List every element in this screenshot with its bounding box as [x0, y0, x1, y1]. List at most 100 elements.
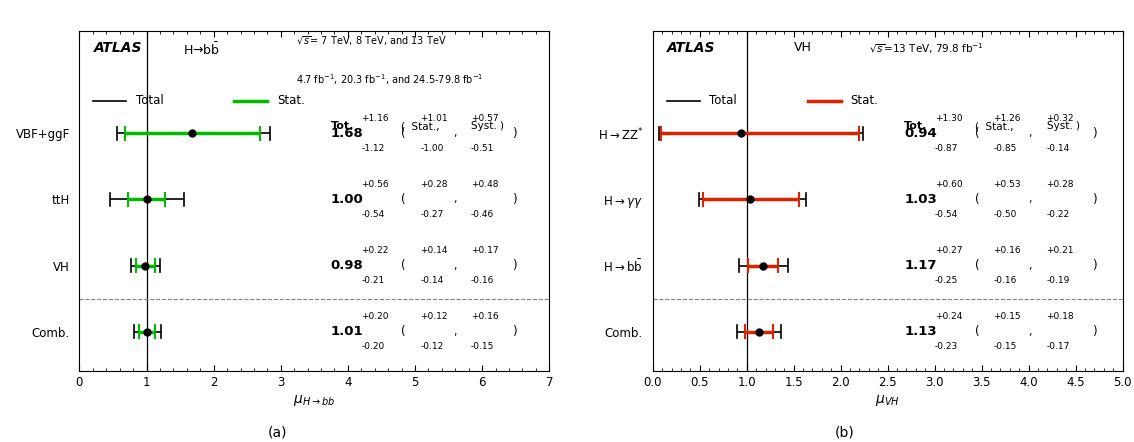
Text: ,: , — [1029, 260, 1032, 271]
Text: +1.16: +1.16 — [362, 114, 389, 122]
Text: -0.54: -0.54 — [934, 210, 958, 219]
Text: ): ) — [511, 325, 516, 338]
Text: -0.87: -0.87 — [934, 144, 958, 153]
X-axis label: $\mu_{VH}$: $\mu_{VH}$ — [875, 393, 900, 408]
X-axis label: $\mu_{H\rightarrow bb}$: $\mu_{H\rightarrow bb}$ — [294, 393, 336, 408]
Text: ,: , — [452, 327, 456, 337]
Text: +0.15: +0.15 — [993, 312, 1021, 321]
Text: +0.24: +0.24 — [934, 312, 962, 321]
Text: $\sqrt{s}$= 7 TeV, 8 TeV, and 13 TeV: $\sqrt{s}$= 7 TeV, 8 TeV, and 13 TeV — [296, 34, 447, 48]
Text: $\sqrt{s}$=13 TeV, 79.8 fb$^{-1}$: $\sqrt{s}$=13 TeV, 79.8 fb$^{-1}$ — [869, 41, 983, 56]
Text: (: ( — [401, 259, 406, 272]
Text: Tot.: Tot. — [904, 121, 928, 131]
Text: ,: , — [452, 194, 456, 205]
Text: 0.98: 0.98 — [331, 259, 364, 272]
Text: (: ( — [974, 325, 980, 338]
Text: -0.22: -0.22 — [1047, 210, 1069, 219]
Text: Syst. ): Syst. ) — [471, 121, 503, 131]
Text: VH: VH — [794, 41, 812, 54]
Text: +0.16: +0.16 — [471, 312, 499, 321]
Text: -0.16: -0.16 — [471, 276, 494, 286]
Text: +0.18: +0.18 — [1047, 312, 1074, 321]
Text: (b): (b) — [835, 426, 855, 440]
Text: -0.46: -0.46 — [471, 210, 494, 219]
Text: -1.12: -1.12 — [362, 144, 384, 153]
Text: (  Stat.,: ( Stat., — [401, 121, 440, 131]
Text: ATLAS: ATLAS — [93, 41, 142, 55]
Text: ): ) — [1092, 127, 1097, 140]
Text: +0.17: +0.17 — [471, 246, 499, 255]
Text: +0.32: +0.32 — [1047, 114, 1074, 122]
Text: +0.28: +0.28 — [1047, 179, 1074, 189]
Text: (: ( — [974, 127, 980, 140]
Text: (: ( — [401, 325, 406, 338]
Text: -0.14: -0.14 — [1047, 144, 1069, 153]
Text: -0.19: -0.19 — [1047, 276, 1069, 286]
Text: ATLAS: ATLAS — [667, 41, 716, 55]
Text: Stat.: Stat. — [850, 94, 878, 107]
Text: H→b$\bar{\mathrm{b}}$: H→b$\bar{\mathrm{b}}$ — [183, 41, 220, 57]
Text: ): ) — [511, 193, 516, 206]
Text: +0.53: +0.53 — [993, 179, 1021, 189]
Text: -0.14: -0.14 — [420, 276, 443, 286]
Text: Stat.: Stat. — [277, 94, 305, 107]
Text: -0.51: -0.51 — [471, 144, 494, 153]
Text: +1.30: +1.30 — [934, 114, 963, 122]
Text: 0.94: 0.94 — [904, 127, 937, 140]
Text: +1.26: +1.26 — [993, 114, 1021, 122]
Text: ): ) — [511, 127, 516, 140]
Text: -0.12: -0.12 — [420, 343, 443, 351]
Text: -0.25: -0.25 — [934, 276, 958, 286]
Text: ): ) — [511, 259, 516, 272]
Text: -0.16: -0.16 — [993, 276, 1017, 286]
Text: +0.60: +0.60 — [934, 179, 963, 189]
Text: +0.16: +0.16 — [993, 246, 1021, 255]
Text: +0.56: +0.56 — [362, 179, 389, 189]
Text: (: ( — [974, 259, 980, 272]
Text: 1.03: 1.03 — [904, 193, 937, 206]
Text: Syst. ): Syst. ) — [1047, 121, 1080, 131]
Text: ,: , — [452, 128, 456, 138]
Text: Total: Total — [709, 94, 737, 107]
Text: -0.15: -0.15 — [471, 343, 494, 351]
Text: Total: Total — [136, 94, 163, 107]
Text: ,: , — [1029, 128, 1032, 138]
Text: Tot.: Tot. — [331, 121, 354, 131]
Text: ,: , — [452, 260, 456, 271]
Text: +0.12: +0.12 — [420, 312, 448, 321]
Text: 1.00: 1.00 — [331, 193, 364, 206]
Text: (: ( — [401, 193, 406, 206]
Text: -0.15: -0.15 — [993, 343, 1017, 351]
Text: (: ( — [974, 193, 980, 206]
Text: -0.20: -0.20 — [362, 343, 384, 351]
Text: -0.27: -0.27 — [420, 210, 443, 219]
Text: +0.21: +0.21 — [1047, 246, 1074, 255]
Text: ): ) — [1092, 193, 1097, 206]
Text: (: ( — [401, 127, 406, 140]
Text: 4.7 fb$^{-1}$, 20.3 fb$^{-1}$, and 24.5-79.8 fb$^{-1}$: 4.7 fb$^{-1}$, 20.3 fb$^{-1}$, and 24.5-… — [296, 72, 483, 87]
Text: +0.57: +0.57 — [471, 114, 499, 122]
Text: +0.14: +0.14 — [420, 246, 448, 255]
Text: -0.54: -0.54 — [362, 210, 384, 219]
Text: -0.21: -0.21 — [362, 276, 384, 286]
Text: ): ) — [1092, 259, 1097, 272]
Text: +0.28: +0.28 — [420, 179, 448, 189]
Text: -0.85: -0.85 — [993, 144, 1017, 153]
Text: +0.20: +0.20 — [362, 312, 389, 321]
Text: ): ) — [1092, 325, 1097, 338]
Text: -0.50: -0.50 — [993, 210, 1017, 219]
Text: +1.01: +1.01 — [420, 114, 448, 122]
Text: +0.48: +0.48 — [471, 179, 498, 189]
Text: ,: , — [1029, 194, 1032, 205]
Text: (a): (a) — [268, 426, 288, 440]
Text: 1.68: 1.68 — [331, 127, 364, 140]
Text: 1.01: 1.01 — [331, 325, 363, 338]
Text: 1.17: 1.17 — [904, 259, 937, 272]
Text: -0.17: -0.17 — [1047, 343, 1069, 351]
Text: -1.00: -1.00 — [420, 144, 443, 153]
Text: +0.27: +0.27 — [934, 246, 962, 255]
Text: 1.13: 1.13 — [904, 325, 937, 338]
Text: +0.22: +0.22 — [362, 246, 389, 255]
Text: ,: , — [1029, 327, 1032, 337]
Text: -0.23: -0.23 — [934, 343, 958, 351]
